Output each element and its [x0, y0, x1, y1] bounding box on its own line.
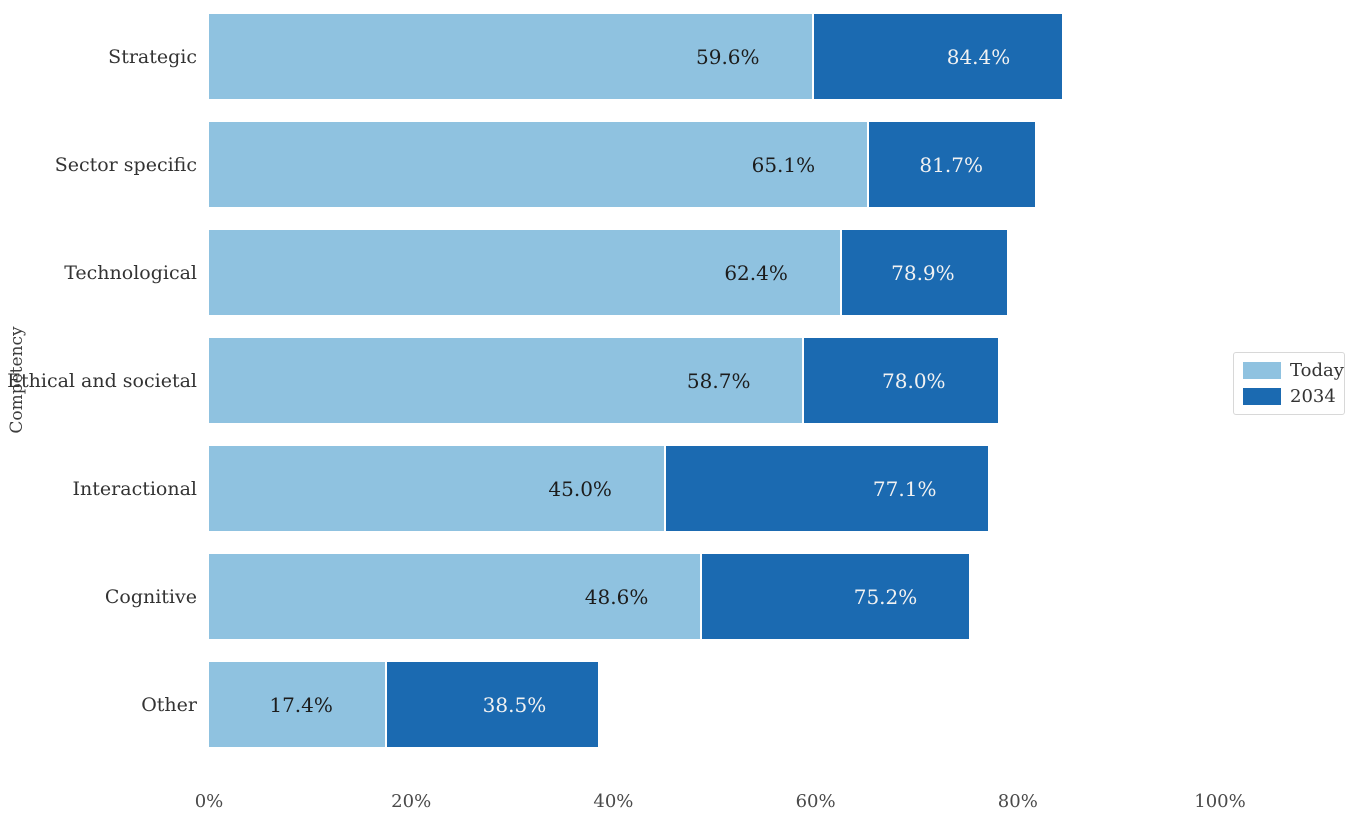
category-label: Cognitive: [104, 585, 197, 608]
value-label-2034: 75.2%: [853, 584, 918, 609]
bar-row: 48.6% 75.2%: [209, 554, 1220, 639]
bar-segment-2034: 84.4%: [811, 14, 1063, 99]
bar-row: 59.6% 84.4%: [209, 14, 1220, 99]
x-axis-tick-label: 20%: [391, 791, 432, 812]
x-axis-tick-label: 100%: [1194, 791, 1246, 812]
bar-segment-today: 59.6%: [209, 14, 812, 99]
value-label-today: 59.6%: [696, 44, 760, 69]
legend-label: 2034: [1290, 386, 1336, 407]
value-label-today: 58.7%: [686, 368, 751, 393]
legend: Today 2034: [1233, 352, 1345, 415]
value-label-today: 45.0%: [548, 476, 612, 501]
category-label: Technological: [64, 261, 197, 284]
value-label-2034: 81.7%: [919, 152, 983, 177]
legend-swatch-icon: [1243, 388, 1281, 405]
bar-segment-2034: 78.0%: [802, 338, 998, 423]
bar-segment-today: 48.6%: [209, 554, 701, 639]
value-label-today: 48.6%: [584, 584, 649, 609]
bar-segment-2034: 78.9%: [839, 230, 1007, 315]
legend-entry: 2034: [1243, 386, 1336, 407]
legend-swatch-icon: [1243, 362, 1281, 379]
value-label-today: 17.4%: [269, 692, 333, 717]
bar-segment-2034: 75.2%: [700, 554, 970, 639]
category-label: Interactional: [72, 477, 197, 500]
x-axis-tick-label: 80%: [997, 791, 1038, 812]
category-label: Ethical and societal: [7, 369, 197, 392]
value-label-2034: 84.4%: [946, 44, 1011, 69]
bar-segment-2034: 38.5%: [384, 662, 599, 747]
bar-row: 45.0% 77.1%: [209, 446, 1220, 531]
category-label: Other: [141, 693, 197, 716]
bar-segment-2034: 81.7%: [867, 122, 1035, 207]
category-label: Sector specific: [54, 153, 197, 176]
legend-entry: Today: [1243, 360, 1344, 381]
value-label-2034: 78.9%: [891, 260, 955, 285]
x-axis-tick-label: 0%: [194, 791, 224, 812]
bar-segment-today: 65.1%: [209, 122, 868, 207]
bar-row: 65.1% 81.7%: [209, 122, 1220, 207]
value-label-2034: 38.5%: [482, 692, 547, 717]
value-label-today: 62.4%: [724, 260, 788, 285]
bar-row: 17.4% 38.5%: [209, 662, 1220, 747]
x-axis-tick-label: 40%: [593, 791, 634, 812]
category-label: Strategic: [108, 45, 197, 68]
value-label-2034: 78.0%: [882, 368, 946, 393]
bar-segment-today: 45.0%: [209, 446, 664, 531]
bar-row: 58.7% 78.0%: [209, 338, 1220, 423]
bar-segment-today: 58.7%: [209, 338, 803, 423]
legend-label: Today: [1290, 360, 1344, 381]
bar-segment-2034: 77.1%: [663, 446, 989, 531]
value-label-today: 65.1%: [751, 152, 816, 177]
value-label-2034: 77.1%: [872, 476, 937, 501]
bar-row: 62.4% 78.9%: [209, 230, 1220, 315]
bar-segment-today: 62.4%: [209, 230, 840, 315]
x-axis-tick-label: 60%: [795, 791, 836, 812]
bar-segment-today: 17.4%: [209, 662, 385, 747]
